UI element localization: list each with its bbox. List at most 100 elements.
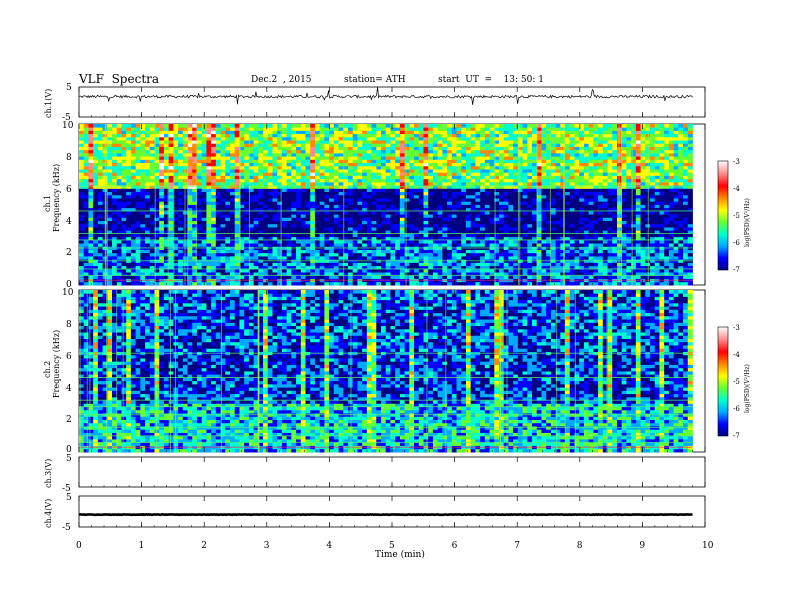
spectrogram-cell (471, 243, 476, 247)
spectrogram-cell (206, 262, 211, 266)
spectrogram-cell (457, 150, 462, 154)
spectrogram-cell (192, 192, 197, 196)
spectrogram-cell (461, 195, 466, 199)
spectrogram-cell (145, 198, 150, 202)
spectrogram-cell (192, 282, 197, 286)
spectrogram-cell (88, 172, 93, 176)
spectrogram-cell (136, 253, 141, 257)
spectrogram-cell (433, 130, 438, 134)
spectrogram-cell (272, 163, 277, 167)
spectrogram-cell (409, 282, 414, 286)
spectrogram-cell (419, 176, 424, 180)
spectrogram-cell (150, 256, 155, 260)
spectrogram-cell (405, 127, 410, 131)
spectrogram-cell (79, 205, 84, 209)
spectrogram-cell (395, 256, 400, 260)
spectrogram-cell (296, 137, 301, 141)
spectrogram-cell (442, 192, 447, 196)
spectrogram-cell (315, 143, 320, 147)
spectrogram-cell (541, 262, 546, 266)
spectrogram-cell (499, 269, 504, 273)
spectrogram-cell (499, 163, 504, 167)
spectrogram-cell (504, 153, 509, 157)
spectrogram-cell (84, 159, 89, 163)
spectrogram-cell (527, 143, 532, 147)
spectrogram-cell (121, 137, 126, 141)
spectrogram-cell (400, 140, 405, 144)
spectrogram-cell (301, 201, 306, 205)
spectrogram-cell (405, 211, 410, 215)
spectrogram-cell (447, 166, 452, 170)
spectrogram-cell (254, 124, 259, 128)
spectrogram-cell (395, 134, 400, 138)
spectrogram-cell (480, 169, 485, 173)
spectrogram-cell (329, 134, 334, 138)
spectrogram-cell (405, 205, 410, 209)
spectrogram-cell (348, 224, 353, 228)
spectrogram-cell (324, 227, 329, 231)
spectrogram-cell (367, 250, 372, 254)
spectrogram-cell (485, 143, 490, 147)
spectrogram-cell (419, 156, 424, 160)
spectrogram-cell (362, 275, 367, 279)
spectrogram-cell (423, 221, 428, 225)
spectrogram-cell (117, 182, 122, 186)
spectrogram-cell (268, 198, 273, 202)
spectrogram-cell (310, 156, 315, 160)
spectrogram-cell (471, 217, 476, 221)
spectrogram-cell (447, 198, 452, 202)
spectrogram-cell (324, 143, 329, 147)
spectrogram-cell (452, 166, 457, 170)
spectrogram-cell (136, 256, 141, 260)
spectrogram-cell (272, 275, 277, 279)
spectrogram-cell (381, 137, 386, 141)
spectrogram-cell (315, 198, 320, 202)
spectrogram-cell (348, 134, 353, 138)
spectrogram-cell (197, 198, 202, 202)
spectrogram-cell (334, 198, 339, 202)
spectrogram-cell (362, 217, 367, 221)
spectrogram-cell (93, 182, 98, 186)
spectrogram-cell (254, 253, 259, 257)
spectrogram-cell (395, 243, 400, 247)
spectrogram-cell (315, 179, 320, 183)
spectrogram-cell (386, 156, 391, 160)
spectrogram-cell (230, 140, 235, 144)
spectrogram-cell (471, 214, 476, 218)
spectrogram-cell (178, 275, 183, 279)
spectrogram-cell (419, 198, 424, 202)
spectrogram-cell (485, 192, 490, 196)
spectrogram-cell (329, 224, 334, 228)
spectrogram-cell (107, 159, 112, 163)
spectrogram-cell (414, 143, 419, 147)
spectrogram-cell (98, 147, 103, 151)
spectrogram-cell (376, 198, 381, 202)
spectrogram-cell (485, 211, 490, 215)
spectrogram-cell (508, 147, 513, 151)
spectrogram-cell (541, 137, 546, 141)
spectrogram-cell (268, 214, 273, 218)
spectrogram-cell (324, 147, 329, 151)
spectrogram-cell (357, 179, 362, 183)
spectrogram-cell (131, 192, 136, 196)
spectrogram-cell (466, 211, 471, 215)
spectrogram-cell (490, 147, 495, 151)
spectrogram-cell (395, 282, 400, 286)
spectrogram-cell (475, 214, 480, 218)
spectrogram-cell (79, 159, 84, 163)
spectrogram-cell (414, 130, 419, 134)
spectrogram-cell (409, 256, 414, 260)
spectrogram-cell (93, 262, 98, 266)
spectrogram-cell (79, 253, 84, 257)
spectrogram-cell (98, 169, 103, 173)
spectrogram-cell (306, 214, 311, 218)
spectrogram-cell (131, 150, 136, 154)
spectrogram-cell (461, 233, 466, 237)
spectrogram-cell (329, 182, 334, 186)
spectrogram-cell (447, 150, 452, 154)
spectrogram-cell (121, 150, 126, 154)
spectrogram-cell (117, 153, 122, 157)
spectrogram-cell (277, 179, 282, 183)
spectrogram-cell (112, 224, 117, 228)
spectrogram-cell (291, 211, 296, 215)
